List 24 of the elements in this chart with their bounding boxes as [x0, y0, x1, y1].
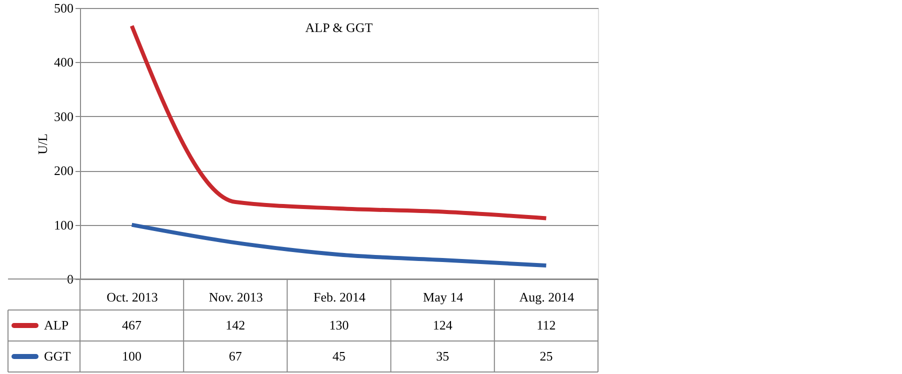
text: ALP & GGT [305, 20, 373, 35]
data-label: 35 [436, 348, 450, 364]
data-label: 112 [536, 318, 556, 332]
legend-label: GGT [44, 348, 71, 364]
y-tick-label: 200 [54, 163, 74, 178]
x-tick-label: May 14 [423, 290, 464, 304]
data-label: 100 [122, 348, 142, 364]
y-tick-label: 400 [54, 54, 74, 70]
y-axis-title: U/L [35, 133, 50, 154]
data-label: 25 [540, 348, 553, 364]
x-tick-label: Nov. 2013 [208, 290, 263, 304]
data-label: 67 [228, 348, 242, 364]
x-tick-label: Oct. 2013 [106, 290, 158, 304]
data-label: 467 [122, 318, 142, 332]
data-label: 142 [226, 318, 246, 332]
x-tick-label: Feb. 2014 [314, 290, 366, 304]
data-label: 124 [432, 318, 453, 332]
y-tick-label: 300 [54, 108, 74, 124]
y-tick-label: 500 [54, 0, 74, 16]
x-tick-label: Aug. 2014 [519, 290, 575, 304]
data-label: 130 [329, 318, 349, 332]
legend-label: ALP [44, 318, 69, 332]
data-label: 45 [332, 348, 346, 364]
y-tick-label: 100 [54, 217, 74, 232]
